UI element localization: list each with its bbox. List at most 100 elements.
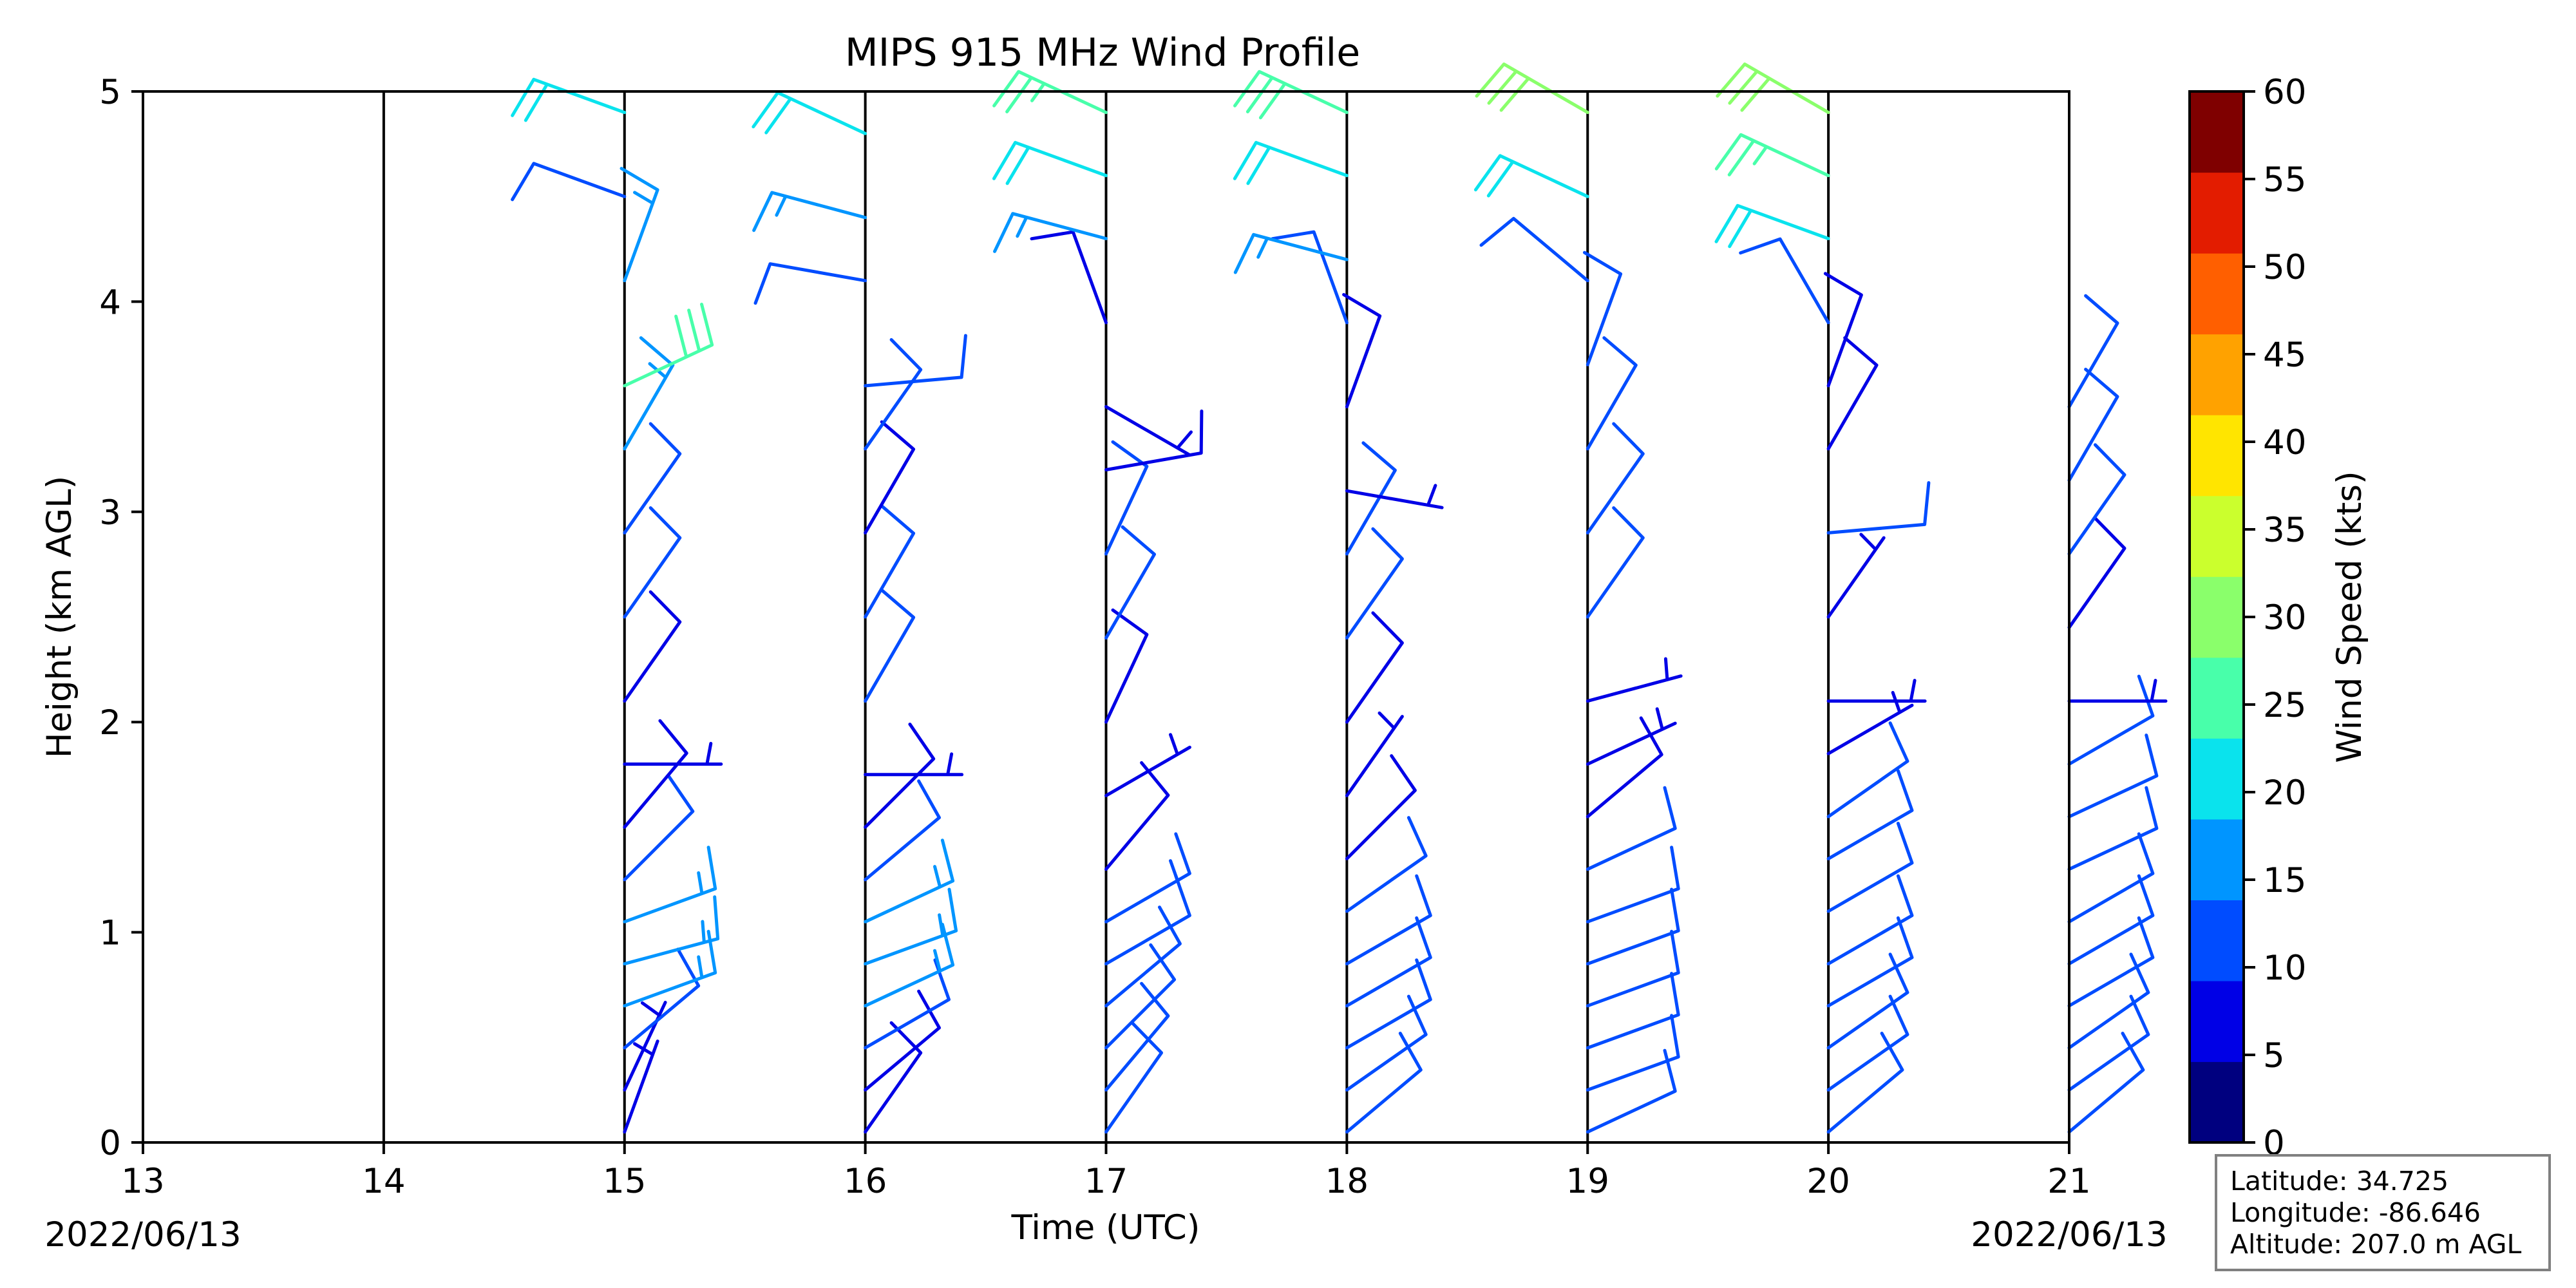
colorbar-tick-label: 35 xyxy=(2263,511,2306,550)
wind-barb xyxy=(1586,929,1680,1008)
y-tick-label: 1 xyxy=(99,914,121,953)
wind-barb xyxy=(2067,679,2168,703)
colorbar-segment xyxy=(2190,334,2244,415)
wind-barb xyxy=(623,506,682,619)
station-altitude: Altitude: 207.0 m AGL xyxy=(2230,1229,2522,1260)
wind-barb xyxy=(1475,62,1589,115)
wind-barb xyxy=(864,588,916,703)
station-longitude: Longitude: -86.646 xyxy=(2230,1197,2481,1228)
plot-area xyxy=(142,62,2168,1144)
wind-barb xyxy=(1345,874,1432,966)
wind-barb xyxy=(623,303,714,388)
wind-barb xyxy=(2067,952,2150,1050)
wind-barb xyxy=(623,1001,667,1092)
wind-barb xyxy=(1823,272,1863,388)
wind-barb xyxy=(1104,943,1177,1050)
wind-barb xyxy=(2067,1032,2145,1134)
wind-barb xyxy=(1739,237,1830,325)
colorbar-tick-label: 50 xyxy=(2263,248,2306,287)
colorbar-tick-label: 40 xyxy=(2263,423,2306,462)
wind-barb xyxy=(623,929,717,1008)
x-tick-label: 14 xyxy=(362,1162,405,1201)
wind-barb xyxy=(1345,994,1428,1092)
x-tick-label: 15 xyxy=(603,1162,646,1201)
wind-barb xyxy=(1714,133,1830,178)
wind-barb xyxy=(1826,916,1914,1008)
wind-barb xyxy=(623,775,695,882)
station-latitude: Latitude: 34.725 xyxy=(2230,1166,2449,1197)
wind-barb xyxy=(1586,972,1680,1050)
wind-barb xyxy=(1104,1021,1163,1134)
wind-barb xyxy=(1345,916,1432,1008)
colorbar-segment xyxy=(2190,900,2244,981)
colorbar-tick-label: 15 xyxy=(2263,861,2306,900)
wind-barb xyxy=(864,887,958,966)
date-end-label: 2022/06/13 xyxy=(1971,1215,2167,1255)
wind-barb xyxy=(620,167,659,283)
wind-barb xyxy=(1473,154,1589,198)
colorbar-segment xyxy=(2190,1061,2244,1143)
wind-barb xyxy=(993,212,1108,253)
wind-barb xyxy=(2067,832,2155,923)
x-tick-label: 20 xyxy=(1806,1162,1850,1201)
wind-barb xyxy=(623,590,682,703)
wind-barbs xyxy=(511,62,2168,1134)
wind-barb xyxy=(1826,533,1886,619)
x-tick-label: 19 xyxy=(1566,1162,1609,1201)
wind-barb xyxy=(1586,1048,1677,1134)
wind-barb xyxy=(1826,481,1931,535)
wind-barb xyxy=(1342,293,1382,409)
wind-barb xyxy=(1826,874,1914,966)
colorbar-segment xyxy=(2190,819,2244,900)
colorbar-segment xyxy=(2190,91,2244,173)
wind-barb xyxy=(992,140,1108,185)
wind-barb xyxy=(1104,733,1191,797)
wind-barb xyxy=(1714,204,1830,249)
wind-barb xyxy=(2067,516,2126,629)
colorbar-label: Wind Speed (kts) xyxy=(2330,471,2369,762)
colorbar-tick-label: 30 xyxy=(2263,598,2306,638)
wind-barb xyxy=(2067,786,2159,871)
colorbar-segment xyxy=(2190,415,2244,497)
wind-barb xyxy=(1586,422,1645,535)
wind-barb xyxy=(1586,716,1663,819)
date-start-label: 2022/06/13 xyxy=(44,1215,241,1255)
wind-barb xyxy=(2067,674,2155,766)
wind-barb xyxy=(1826,336,1879,451)
colorbar-tick-label: 55 xyxy=(2263,160,2306,200)
wind-barb xyxy=(864,779,941,882)
wind-barb xyxy=(1826,1032,1904,1134)
wind-barb xyxy=(1345,816,1428,913)
wind-barb xyxy=(1104,761,1170,871)
wind-barb xyxy=(1104,405,1193,457)
wind-barb xyxy=(1826,721,1909,819)
chart-title: MIPS 915 MHz Wind Profile xyxy=(845,30,1360,75)
y-tick-label: 4 xyxy=(99,283,121,322)
wind-barb xyxy=(1345,711,1404,797)
wind-barb xyxy=(1030,230,1108,325)
wind-barb xyxy=(1826,679,1927,703)
colorbar-segment xyxy=(2190,495,2244,577)
colorbar-segment xyxy=(2190,576,2244,658)
wind-barb xyxy=(1345,611,1404,724)
colorbar-tick-label: 45 xyxy=(2263,336,2306,375)
wind-barb xyxy=(1586,336,1638,451)
wind-barb xyxy=(864,752,964,777)
wind-barb xyxy=(752,191,867,232)
wind-barb xyxy=(2067,874,2155,966)
station-info-box: Latitude: 34.725 Longitude: -86.646 Alti… xyxy=(2215,1154,2551,1271)
y-axis-label: Height (km AGL) xyxy=(40,476,79,759)
wind-barb xyxy=(1586,846,1680,923)
wind-barb xyxy=(752,91,867,135)
colorbar-segment xyxy=(2190,980,2244,1063)
wind-barb xyxy=(864,420,916,535)
wind-barb xyxy=(1826,822,1914,913)
wind-barb xyxy=(2067,294,2119,409)
wind-barb xyxy=(1826,952,1909,1050)
y-tick-label: 5 xyxy=(99,73,121,112)
colorbar-tick-label: 25 xyxy=(2263,686,2306,725)
colorbar-segment xyxy=(2190,253,2244,335)
wind-barb xyxy=(1583,251,1623,366)
wind-barb xyxy=(1826,769,1914,860)
